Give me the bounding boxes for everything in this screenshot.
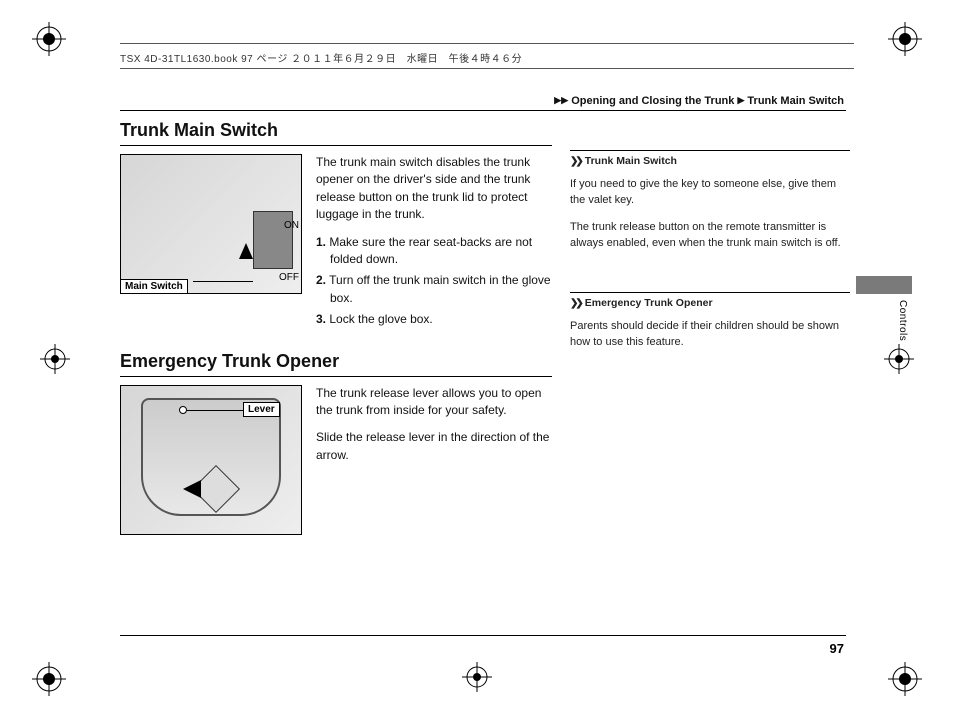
sidebar-b2-p1: Parents should decide if their children … [570,318,850,351]
breadcrumb: ▶▶ Opening and Closing the Trunk ▶ Trunk… [554,95,844,107]
callout-dot [179,406,187,414]
step-1: 1. Make sure the rear seat-backs are not… [316,234,554,269]
step-2-text: Turn off the trunk main switch in the gl… [329,273,550,304]
arrow-up-icon [239,243,253,259]
step-1-text: Make sure the rear seat-backs are not fo… [329,235,532,266]
step-3: 3. Lock the glove box. [316,311,554,328]
figure-trunk-opener-image: Lever [120,385,302,535]
section-tab-label: Controls [897,300,908,341]
footer-rule [120,635,846,636]
breadcrumb-part2: Trunk Main Switch [747,95,844,107]
sidebar-b1-p1: If you need to give the key to someone e… [570,176,850,209]
figure-main-switch-image: ON OFF Main Switch [120,154,302,294]
breadcrumb-sep-icon: ▶ [561,95,568,105]
chevron-icon: ❯❯ [570,298,581,309]
section-title-trunk-main-switch: Trunk Main Switch [120,120,552,146]
crop-mark-left [40,344,70,374]
sidebar-title-2: ❯❯ Emergency Trunk Opener [570,292,850,312]
source-file-header: TSX 4D-31TL1630.book 97 ページ ２０１１年６月２９日 水… [120,50,899,65]
crop-mark-bl [32,662,66,696]
sidebar-title-1: ❯❯ Trunk Main Switch [570,150,850,170]
step-2: 2. Turn off the trunk main switch in the… [316,272,554,307]
label-on: ON [280,219,303,232]
breadcrumb-part1: Opening and Closing the Trunk [571,95,734,107]
figure-trunk-opener: Lever [120,385,302,535]
step-3-text: Lock the glove box. [329,312,432,326]
section2-body: The trunk release lever allows you to op… [316,385,554,535]
breadcrumb-sep-icon: ▶ [737,95,744,105]
label-lever: Lever [243,402,280,417]
figure-main-switch: ON OFF Main Switch [120,154,302,333]
header-rule-bottom [120,68,854,69]
page-number: 97 [830,641,844,656]
section1-intro: The trunk main switch disables the trunk… [316,154,554,224]
crop-mark-br [888,662,922,696]
section1-steps: 1. Make sure the rear seat-backs are not… [316,234,554,329]
header-rule-top [120,43,854,44]
crop-mark-right [884,344,914,374]
sidebar-title-2-text: Emergency Trunk Opener [585,297,713,309]
leader-line [193,281,253,282]
sidebar-block-2: ❯❯ Emergency Trunk Opener Parents should … [570,292,850,351]
leader-line [187,410,245,411]
sidebar-b1-p2: The trunk release button on the remote t… [570,219,850,252]
sidebar: ❯❯ Trunk Main Switch If you need to give … [570,150,850,379]
crop-mark-tl [32,22,66,56]
label-main-switch: Main Switch [120,279,188,294]
crop-mark-bottom [462,662,492,692]
section2-row: Lever The trunk release lever allows you… [120,385,850,535]
section2-p2: Slide the release lever in the direction… [316,429,554,464]
arrow-left-icon [183,480,201,498]
label-off: OFF [275,271,303,284]
chevron-icon: ❯❯ [570,156,581,167]
sidebar-title-1-text: Trunk Main Switch [585,155,677,167]
sidebar-block-1: ❯❯ Trunk Main Switch If you need to give … [570,150,850,252]
section-title-emergency-trunk-opener: Emergency Trunk Opener [120,351,552,377]
section2-p1: The trunk release lever allows you to op… [316,385,554,420]
section1-body: The trunk main switch disables the trunk… [316,154,554,333]
section-tab [856,276,912,294]
content-top-rule [120,110,846,111]
